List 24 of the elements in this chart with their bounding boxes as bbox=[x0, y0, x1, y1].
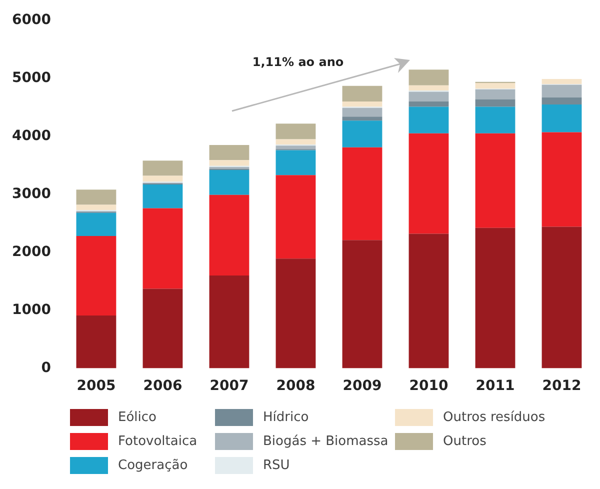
annotation: 1,11% ao ano bbox=[252, 55, 344, 69]
legend-label: Outros resíduos bbox=[443, 410, 546, 424]
x-tick-label: 2008 bbox=[276, 378, 316, 394]
y-tick-label: 0 bbox=[41, 360, 52, 376]
y-tick-label: 5000 bbox=[12, 70, 52, 86]
y-tick-label: 4000 bbox=[12, 128, 52, 144]
legend-label: Cogeração bbox=[118, 458, 188, 472]
legend-label: RSU bbox=[263, 458, 290, 472]
legend-label: Fotovoltaica bbox=[118, 434, 198, 448]
x-tick-label: 2006 bbox=[143, 378, 182, 394]
x-tick-label: 2007 bbox=[210, 378, 249, 394]
x-tick-label: 2012 bbox=[542, 378, 582, 394]
y-tick-label: 6000 bbox=[12, 12, 52, 28]
x-tick-label: 2009 bbox=[342, 378, 382, 394]
legend-label: Hídrico bbox=[263, 410, 309, 424]
y-tick-label: 1000 bbox=[12, 302, 52, 318]
y-tick-label: 3000 bbox=[12, 186, 52, 202]
y-tick-label: 2000 bbox=[12, 244, 52, 260]
x-tick-label: 2011 bbox=[476, 378, 515, 394]
x-tick-label: 2010 bbox=[409, 378, 448, 394]
legend-label: Biogás + Biomassa bbox=[263, 434, 388, 448]
legend-label: Eólico bbox=[118, 410, 156, 424]
x-tick-label: 2005 bbox=[76, 378, 116, 394]
legend-label: Outros bbox=[443, 434, 486, 448]
